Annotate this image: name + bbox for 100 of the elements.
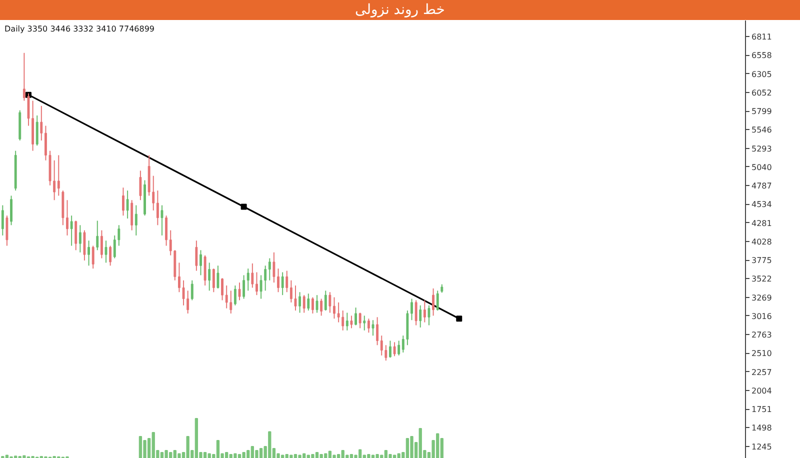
candlestick — [272, 252, 276, 284]
y-tick-label: 1245 — [752, 442, 772, 452]
bar — [294, 454, 298, 458]
candlestick — [346, 312, 348, 331]
candlestick — [134, 204, 138, 236]
bar — [311, 454, 314, 458]
candlestick — [337, 302, 340, 323]
candlestick — [302, 294, 306, 314]
bar — [216, 440, 220, 458]
bar — [160, 452, 164, 458]
y-tick-label: 2763 — [752, 330, 772, 340]
y-tick-label: 1498 — [752, 424, 772, 433]
candlestick — [242, 274, 246, 300]
candlestick — [208, 262, 211, 292]
bar — [242, 452, 246, 458]
candlestick — [428, 304, 430, 326]
bar — [178, 453, 181, 458]
y-tick-label: 2004 — [752, 386, 772, 396]
candlestick — [393, 342, 396, 357]
candlestick — [195, 240, 198, 272]
candlestick — [225, 285, 228, 309]
candlestick — [70, 215, 73, 246]
candlestick — [251, 262, 254, 288]
candlestick — [234, 285, 236, 306]
candlestick — [410, 298, 413, 321]
candlestick — [96, 220, 99, 251]
point — [240, 204, 247, 210]
candlestick — [354, 307, 357, 326]
y-tick-label: 5546 — [752, 126, 772, 135]
candlestick — [169, 230, 172, 256]
bar — [367, 454, 370, 458]
y-tick-label: 5040 — [752, 162, 772, 172]
bar — [268, 431, 272, 458]
candlestick — [78, 224, 82, 253]
candlestick — [230, 290, 232, 314]
y-tick-label: 6305 — [752, 70, 772, 79]
bar — [143, 440, 146, 458]
bar — [336, 454, 340, 458]
candlestick — [358, 312, 362, 329]
candlestick — [92, 245, 94, 270]
bar — [376, 454, 379, 458]
candlestick — [277, 268, 280, 293]
candlestick — [36, 114, 38, 146]
candlestick — [363, 315, 366, 331]
candlestick — [53, 160, 56, 201]
bar — [203, 452, 207, 458]
candlestick — [316, 294, 318, 314]
bar — [410, 436, 414, 458]
candlestick — [100, 230, 103, 259]
candlestick — [165, 215, 168, 246]
bar — [328, 450, 332, 458]
y-tick-label: 4787 — [752, 182, 772, 191]
candlestick — [6, 215, 8, 246]
candlestick — [74, 220, 78, 251]
candlestick — [190, 280, 194, 301]
candlestick — [246, 268, 250, 292]
candlestick — [372, 320, 374, 336]
bar — [406, 438, 410, 458]
candlestick — [298, 292, 302, 314]
candlestick — [432, 288, 435, 316]
y-tick-label: 6811 — [752, 32, 772, 42]
chart-title: خط روند نزولی — [355, 1, 445, 20]
y-tick-label: 6052 — [752, 88, 772, 98]
y-tick-label: 4534 — [752, 200, 772, 210]
bar — [332, 454, 336, 458]
candlestick — [376, 316, 379, 346]
y-tick-label: 4028 — [752, 237, 772, 246]
bar — [371, 454, 375, 458]
candlestick — [268, 258, 271, 281]
candlestick — [307, 293, 310, 312]
bar — [280, 454, 284, 458]
candlestick — [367, 318, 370, 334]
point — [456, 316, 462, 322]
candlestick — [152, 175, 155, 211]
candlestick — [221, 278, 224, 301]
candlestick — [436, 290, 439, 312]
bar — [341, 450, 344, 458]
candlestick — [126, 190, 129, 220]
y-tick-label: 3775 — [752, 256, 772, 266]
bar — [290, 454, 293, 458]
candlestick — [238, 282, 241, 301]
y-tick-label: 1751 — [752, 405, 772, 414]
candlestick — [384, 344, 388, 362]
y-tick-label: 3522 — [752, 274, 772, 284]
candlestick — [130, 200, 134, 231]
bar — [22, 455, 26, 458]
candlestick — [104, 240, 108, 264]
candlestick — [1, 204, 4, 236]
candlestick — [419, 304, 422, 328]
bar — [350, 454, 354, 458]
y-tick-label: 2257 — [752, 368, 772, 377]
candlestick — [320, 298, 323, 316]
bar — [194, 418, 198, 458]
candlestick — [204, 254, 206, 286]
annotation: Daily 3350 3446 3332 3410 7746899 — [4, 24, 155, 34]
bar — [259, 448, 263, 458]
y-tick-label: 3269 — [752, 293, 772, 302]
candlestick — [294, 285, 297, 312]
candlestick — [389, 340, 392, 358]
bar — [164, 450, 168, 458]
